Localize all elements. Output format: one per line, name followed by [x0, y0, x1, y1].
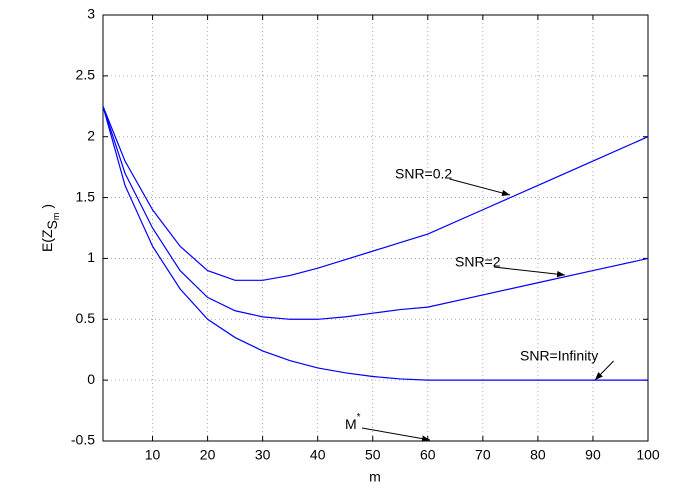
plot-frame [102, 14, 649, 442]
y-tick-label: 2 [87, 127, 95, 143]
series-label: SNR=Infinity [520, 348, 598, 364]
x-tick-label: 100 [636, 447, 660, 463]
annotation-sup: * [357, 412, 361, 423]
x-tick-label: 60 [420, 447, 436, 463]
y-tick-label: -0.5 [71, 432, 95, 448]
y-tick-label: 0.5 [76, 310, 96, 326]
y-tick-label: 1 [87, 249, 95, 265]
arrow [361, 427, 431, 442]
line-series [102, 106, 649, 281]
x-tick-label: 40 [310, 447, 326, 463]
y-tick-label: 2.5 [76, 67, 96, 83]
x-tick-label: 70 [475, 447, 491, 463]
y-axis-label: E(ZSm) [39, 204, 62, 252]
annotation-text: M [345, 416, 357, 432]
x-tick-label: 20 [200, 447, 216, 463]
line-series [102, 106, 649, 320]
x-axis-label: m [369, 469, 381, 485]
x-tick-label: 30 [255, 447, 271, 463]
x-tick-label: 10 [145, 447, 161, 463]
x-tick-label: 80 [530, 447, 546, 463]
y-tick-label: 3 [87, 6, 95, 22]
x-tick-label: 90 [585, 447, 601, 463]
arrow [449, 178, 511, 197]
arrow [594, 360, 614, 381]
series-label: SNR=0.2 [395, 166, 452, 182]
y-tick-label: 0 [87, 371, 95, 387]
line-series [102, 106, 648, 381]
arrow [493, 266, 566, 278]
annotation: M* [345, 412, 361, 432]
y-tick-label: 1.5 [76, 188, 96, 204]
series-label: SNR=2 [455, 254, 501, 270]
x-tick-label: 50 [365, 447, 381, 463]
